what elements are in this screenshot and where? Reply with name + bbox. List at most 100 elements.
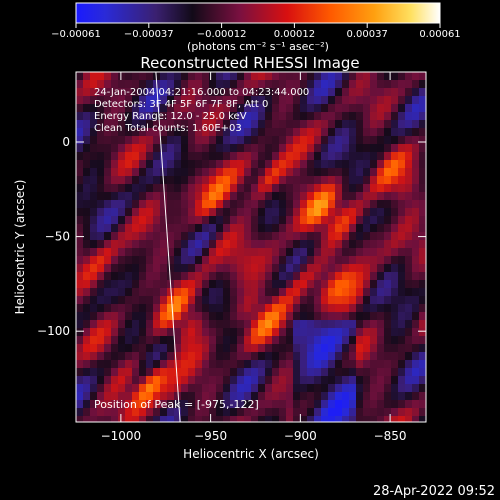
heatmap-cell	[216, 248, 223, 256]
heatmap-cell	[111, 224, 118, 232]
heatmap-cell	[216, 280, 223, 288]
heatmap-cell	[118, 320, 125, 328]
heatmap-cell	[132, 352, 139, 360]
heatmap-cell	[174, 200, 181, 208]
heatmap-cell	[356, 352, 363, 360]
heatmap-cell	[370, 144, 377, 152]
heatmap-cell	[237, 248, 244, 256]
heatmap-cell	[146, 336, 153, 344]
heatmap-cell	[335, 320, 342, 328]
heatmap-cell	[370, 344, 377, 352]
heatmap-cell	[181, 352, 188, 360]
heatmap-cell	[195, 272, 202, 280]
heatmap-cell	[146, 72, 153, 80]
heatmap-cell	[307, 192, 314, 200]
heatmap-cell	[307, 168, 314, 176]
heatmap-cell	[384, 288, 391, 296]
heatmap-cell	[139, 296, 146, 304]
heatmap-cell	[314, 168, 321, 176]
heatmap-cell	[307, 408, 314, 416]
heatmap-cell	[230, 200, 237, 208]
heatmap-cell	[139, 168, 146, 176]
heatmap-cell	[356, 88, 363, 96]
heatmap-cell	[272, 352, 279, 360]
heatmap-cell	[356, 400, 363, 408]
heatmap-cell	[111, 232, 118, 240]
heatmap-cell	[356, 208, 363, 216]
heatmap-cell	[391, 104, 398, 112]
heatmap-cell	[139, 72, 146, 80]
heatmap-cell	[419, 392, 426, 400]
heatmap-cell	[328, 80, 335, 88]
heatmap-cell	[125, 200, 132, 208]
heatmap-cell	[419, 288, 426, 296]
heatmap-cell	[244, 280, 251, 288]
heatmap-cell	[335, 368, 342, 376]
heatmap-cell	[412, 392, 419, 400]
heatmap-cell	[258, 200, 265, 208]
heatmap-cell	[335, 256, 342, 264]
heatmap-cell	[244, 384, 251, 392]
heatmap-cell	[272, 272, 279, 280]
heatmap-cell	[139, 256, 146, 264]
heatmap-cell	[111, 328, 118, 336]
heatmap-cell	[391, 96, 398, 104]
heatmap-cell	[181, 208, 188, 216]
heatmap-cell	[342, 136, 349, 144]
heatmap-cell	[104, 80, 111, 88]
heatmap-cell	[181, 168, 188, 176]
heatmap-cell	[167, 232, 174, 240]
heatmap-cell	[349, 136, 356, 144]
heatmap-cell	[419, 152, 426, 160]
heatmap-cell	[272, 200, 279, 208]
heatmap-cell	[195, 192, 202, 200]
heatmap-cell	[412, 96, 419, 104]
heatmap-cell	[251, 320, 258, 328]
heatmap-cell	[104, 136, 111, 144]
heatmap-cell	[223, 304, 230, 312]
heatmap-cell	[412, 200, 419, 208]
heatmap-cell	[202, 192, 209, 200]
heatmap-cell	[125, 208, 132, 216]
heatmap-cell	[307, 264, 314, 272]
heatmap-cell	[356, 288, 363, 296]
heatmap-cell	[181, 176, 188, 184]
heatmap-cell	[307, 360, 314, 368]
heatmap-cell	[209, 176, 216, 184]
heatmap-cell	[251, 232, 258, 240]
heatmap-cell	[223, 344, 230, 352]
heatmap-cell	[342, 320, 349, 328]
heatmap-cell	[237, 272, 244, 280]
y-tick-label: 0	[62, 135, 70, 149]
heatmap-cell	[258, 192, 265, 200]
heatmap-cell	[279, 368, 286, 376]
heatmap-cell	[377, 240, 384, 248]
heatmap-cell	[188, 320, 195, 328]
heatmap-cell	[356, 416, 363, 422]
heatmap-cell	[230, 224, 237, 232]
heatmap-cell	[76, 240, 83, 248]
heatmap-cell	[216, 272, 223, 280]
heatmap-cell	[104, 376, 111, 384]
heatmap-cell	[356, 128, 363, 136]
heatmap-cell	[125, 256, 132, 264]
heatmap-cell	[174, 368, 181, 376]
heatmap-cell	[258, 280, 265, 288]
heatmap-cell	[286, 200, 293, 208]
heatmap-cell	[258, 360, 265, 368]
heatmap-cell	[223, 288, 230, 296]
heatmap-cell	[139, 240, 146, 248]
heatmap-cell	[111, 112, 118, 120]
heatmap-cell	[111, 272, 118, 280]
heatmap-cell	[209, 152, 216, 160]
heatmap-cell	[202, 176, 209, 184]
heatmap-cell	[321, 344, 328, 352]
heatmap-cell	[97, 104, 104, 112]
heatmap-cell	[181, 96, 188, 104]
heatmap-cell	[146, 392, 153, 400]
heatmap-cell	[90, 168, 97, 176]
heatmap-cell	[83, 344, 90, 352]
heatmap-cell	[370, 360, 377, 368]
heatmap-cell	[321, 176, 328, 184]
heatmap-cell	[216, 184, 223, 192]
